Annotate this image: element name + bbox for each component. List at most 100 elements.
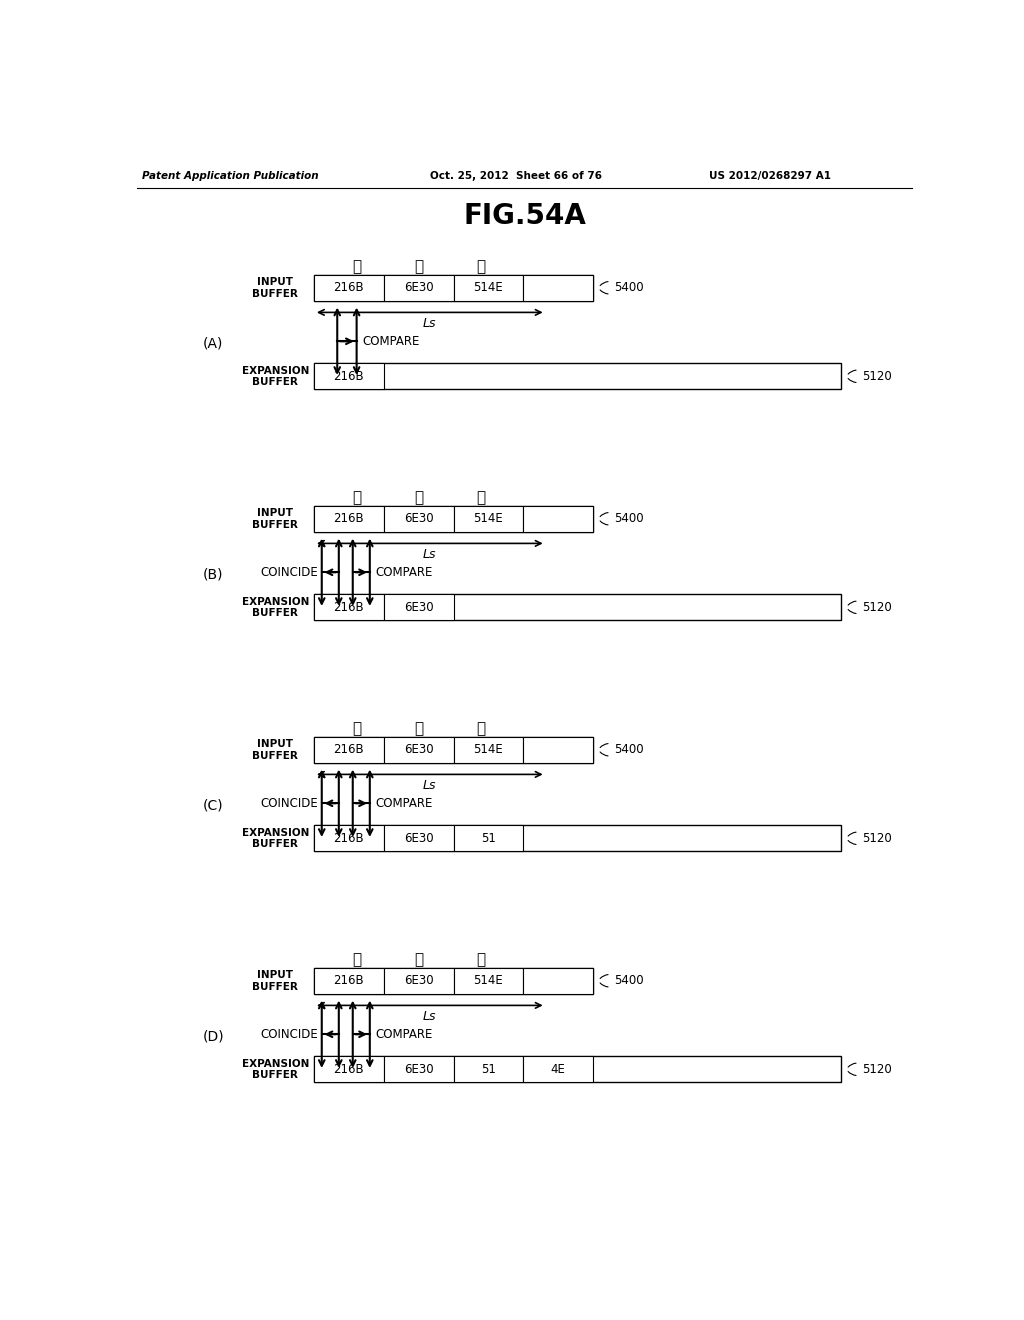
Text: の: の — [414, 952, 423, 966]
Text: 216B: 216B — [334, 281, 365, 294]
Bar — [384, 1056, 454, 1082]
Text: 先: 先 — [476, 259, 485, 273]
Text: (A): (A) — [203, 337, 223, 350]
Text: 216B: 216B — [334, 601, 365, 614]
Text: COMPARE: COMPARE — [362, 335, 420, 347]
Bar — [454, 737, 523, 763]
Text: Ls: Ls — [423, 779, 436, 792]
Text: EXPANSION
BUFFER: EXPANSION BUFFER — [242, 366, 309, 387]
Text: COMPARE: COMPARE — [375, 797, 432, 809]
Bar — [314, 737, 593, 763]
Bar — [314, 363, 384, 389]
Bar — [384, 737, 454, 763]
Text: INPUT
BUFFER: INPUT BUFFER — [252, 277, 298, 298]
Text: 514E: 514E — [473, 512, 503, 525]
Text: 先: 先 — [476, 721, 485, 735]
Text: COMPARE: COMPARE — [375, 566, 432, 578]
Bar — [314, 968, 593, 994]
Text: 51: 51 — [481, 1063, 496, 1076]
Text: 次: 次 — [352, 721, 361, 735]
Bar — [314, 1056, 841, 1082]
Text: 216B: 216B — [334, 832, 365, 845]
Bar — [314, 968, 384, 994]
Text: 6E30: 6E30 — [403, 281, 433, 294]
Text: 5400: 5400 — [614, 743, 643, 756]
Text: 216B: 216B — [334, 743, 365, 756]
Text: (C): (C) — [203, 799, 223, 812]
Text: 514E: 514E — [473, 974, 503, 987]
Text: 5120: 5120 — [862, 1063, 892, 1076]
Text: 次: 次 — [352, 259, 361, 273]
Bar — [314, 825, 384, 851]
Text: Patent Application Publication: Patent Application Publication — [142, 172, 318, 181]
Bar — [523, 275, 593, 301]
Text: 6E30: 6E30 — [403, 512, 433, 525]
Bar — [314, 594, 384, 620]
Text: 216B: 216B — [334, 974, 365, 987]
Bar — [523, 506, 593, 532]
Text: 216B: 216B — [334, 370, 365, 383]
Bar — [523, 737, 593, 763]
Bar — [523, 1056, 593, 1082]
Text: 先: 先 — [476, 490, 485, 504]
Text: 514E: 514E — [473, 281, 503, 294]
Text: INPUT
BUFFER: INPUT BUFFER — [252, 970, 298, 991]
Text: US 2012/0268297 A1: US 2012/0268297 A1 — [710, 172, 831, 181]
Text: Ls: Ls — [423, 317, 436, 330]
Text: 514E: 514E — [473, 743, 503, 756]
Text: INPUT
BUFFER: INPUT BUFFER — [252, 508, 298, 529]
Text: の: の — [414, 721, 423, 735]
Bar — [314, 594, 841, 620]
Text: COINCIDE: COINCIDE — [260, 566, 317, 578]
Text: 5400: 5400 — [614, 974, 643, 987]
Text: 6E30: 6E30 — [403, 832, 433, 845]
Bar — [454, 506, 523, 532]
Bar — [384, 506, 454, 532]
Bar — [384, 594, 454, 620]
Text: FIG.54A: FIG.54A — [464, 202, 586, 230]
Bar — [314, 506, 593, 532]
Bar — [454, 1056, 523, 1082]
Bar — [454, 275, 523, 301]
Bar — [454, 968, 523, 994]
Text: 6E30: 6E30 — [403, 601, 433, 614]
Bar — [454, 825, 523, 851]
Text: INPUT
BUFFER: INPUT BUFFER — [252, 739, 298, 760]
Text: EXPANSION
BUFFER: EXPANSION BUFFER — [242, 828, 309, 849]
Text: 5120: 5120 — [862, 832, 892, 845]
Text: Ls: Ls — [423, 548, 436, 561]
Bar — [314, 275, 384, 301]
Text: COMPARE: COMPARE — [375, 1028, 432, 1040]
Bar — [384, 275, 454, 301]
Bar — [314, 737, 384, 763]
Bar — [314, 506, 384, 532]
Text: 51: 51 — [481, 832, 496, 845]
Text: 216B: 216B — [334, 512, 365, 525]
Text: COINCIDE: COINCIDE — [260, 797, 317, 809]
Bar — [314, 1056, 384, 1082]
Bar — [384, 968, 454, 994]
Text: 216B: 216B — [334, 1063, 365, 1076]
Text: の: の — [414, 259, 423, 273]
Bar — [314, 825, 841, 851]
Text: の: の — [414, 490, 423, 504]
Text: COINCIDE: COINCIDE — [260, 1028, 317, 1040]
Text: Oct. 25, 2012  Sheet 66 of 76: Oct. 25, 2012 Sheet 66 of 76 — [430, 172, 602, 181]
Bar — [314, 275, 593, 301]
Text: 6E30: 6E30 — [403, 974, 433, 987]
Text: 6E30: 6E30 — [403, 743, 433, 756]
Text: (D): (D) — [203, 1030, 224, 1043]
Text: EXPANSION
BUFFER: EXPANSION BUFFER — [242, 1059, 309, 1080]
Text: 5400: 5400 — [614, 512, 643, 525]
Text: 5400: 5400 — [614, 281, 643, 294]
Text: 5120: 5120 — [862, 370, 892, 383]
Text: 先: 先 — [476, 952, 485, 966]
Bar — [384, 825, 454, 851]
Text: (B): (B) — [203, 568, 223, 581]
Text: EXPANSION
BUFFER: EXPANSION BUFFER — [242, 597, 309, 618]
Text: 次: 次 — [352, 490, 361, 504]
Text: 6E30: 6E30 — [403, 1063, 433, 1076]
Text: 4E: 4E — [551, 1063, 565, 1076]
Text: 5120: 5120 — [862, 601, 892, 614]
Text: Ls: Ls — [423, 1010, 436, 1023]
